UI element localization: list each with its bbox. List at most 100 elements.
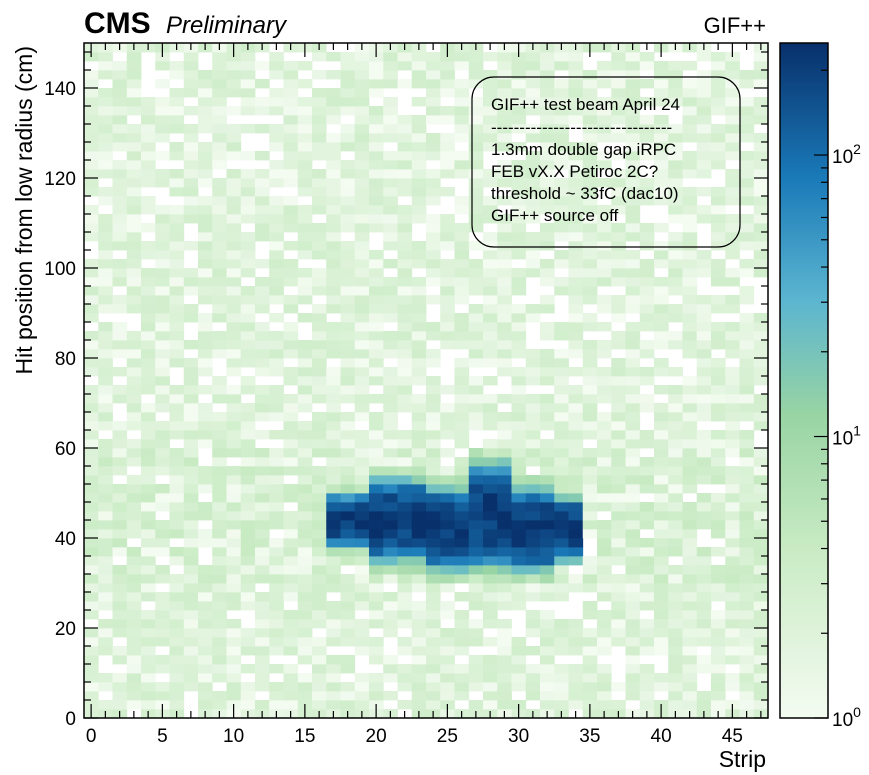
heatmap-cell <box>169 187 185 197</box>
heatmap-cell <box>240 340 256 350</box>
heatmap-cell <box>169 448 185 458</box>
heatmap-cell <box>297 115 313 125</box>
heatmap-cell <box>725 61 740 71</box>
heatmap-cell <box>696 547 712 557</box>
heatmap-cell <box>582 358 598 368</box>
x-tick-label: 40 <box>651 726 672 747</box>
heatmap-cell <box>255 232 270 242</box>
heatmap-cell <box>639 115 655 125</box>
heatmap-cell <box>312 421 327 431</box>
heatmap-cell <box>611 484 626 494</box>
heatmap-cell <box>112 610 128 620</box>
heatmap-cell <box>126 682 142 692</box>
heatmap-cell <box>454 430 470 440</box>
heatmap-cell <box>212 520 227 530</box>
heatmap-cell <box>141 268 156 278</box>
heatmap-cell <box>169 124 185 134</box>
heatmap-cell <box>468 304 484 314</box>
heatmap-cell <box>597 673 612 683</box>
heatmap-cell <box>668 637 683 647</box>
heatmap-cell <box>568 295 584 305</box>
heatmap-cell <box>739 655 755 665</box>
heatmap-cell <box>711 241 726 251</box>
heatmap-cell <box>183 475 199 485</box>
heatmap-cell <box>283 196 299 206</box>
heatmap-cell <box>426 277 441 287</box>
heatmap-cell <box>312 511 327 521</box>
heatmap-cell <box>540 124 555 134</box>
heatmap-cell <box>711 457 726 467</box>
heatmap-cell <box>155 466 170 476</box>
heatmap-cell <box>554 160 569 170</box>
heatmap-cell <box>397 592 413 602</box>
heatmap-cell <box>198 331 213 341</box>
heatmap-cell <box>582 70 598 80</box>
heatmap-cell <box>497 529 512 539</box>
heatmap-cell <box>383 187 398 197</box>
heatmap-cell <box>312 484 327 494</box>
heatmap-cell <box>198 196 213 206</box>
heatmap-cell <box>696 466 712 476</box>
heatmap-cell <box>582 151 598 161</box>
heatmap-cell <box>212 376 227 386</box>
heatmap-cell <box>169 421 185 431</box>
annotation-separator: -------------------------------- <box>491 118 672 137</box>
heatmap-cell <box>468 79 484 89</box>
heatmap-cell <box>169 610 185 620</box>
heatmap-cell <box>483 421 498 431</box>
heatmap-cell <box>283 511 299 521</box>
heatmap-cell <box>696 430 712 440</box>
heatmap-cell <box>312 187 327 197</box>
heatmap-cell <box>369 187 384 197</box>
heatmap-cell <box>725 556 740 566</box>
heatmap-cell <box>511 457 527 467</box>
heatmap-cell <box>297 547 313 557</box>
heatmap-cell <box>354 430 370 440</box>
heatmap-cell <box>668 502 683 512</box>
heatmap-cell <box>497 439 512 449</box>
heatmap-cell <box>226 196 242 206</box>
heatmap-cell <box>397 286 413 296</box>
heatmap-cell <box>112 592 128 602</box>
heatmap-cell <box>297 178 313 188</box>
heatmap-cell <box>454 232 470 242</box>
heatmap-cell <box>169 178 185 188</box>
heatmap-cell <box>468 286 484 296</box>
heatmap-cell <box>426 682 441 692</box>
heatmap-cell <box>183 340 199 350</box>
heatmap-cell <box>198 340 213 350</box>
colorbar-tick-label: 100 <box>832 704 861 731</box>
heatmap-cell <box>297 691 313 701</box>
heatmap-cell <box>183 160 199 170</box>
heatmap-cell <box>511 115 527 125</box>
heatmap-cell <box>711 619 726 629</box>
heatmap-cell <box>84 421 99 431</box>
heatmap-cell <box>568 529 584 539</box>
heatmap-cell <box>212 592 227 602</box>
heatmap-cell <box>383 493 398 503</box>
heatmap-cell <box>141 493 156 503</box>
heatmap-cell <box>340 511 356 521</box>
heatmap-cell <box>212 385 227 395</box>
heatmap-cell <box>483 142 498 152</box>
heatmap-cell <box>525 358 541 368</box>
heatmap-cell <box>753 223 769 233</box>
heatmap-cell <box>84 583 99 593</box>
heatmap-cell <box>126 367 142 377</box>
heatmap-cell <box>454 160 470 170</box>
heatmap-cell <box>597 295 612 305</box>
heatmap-cell <box>411 304 427 314</box>
heatmap-cell <box>725 394 740 404</box>
heatmap-cell <box>554 367 569 377</box>
heatmap-cell <box>183 241 199 251</box>
heatmap-cell <box>255 547 270 557</box>
heatmap-cell <box>84 340 99 350</box>
heatmap-cell <box>340 52 356 62</box>
heatmap-cell <box>297 646 313 656</box>
heatmap-cell <box>497 196 512 206</box>
heatmap-cell <box>725 412 740 422</box>
heatmap-cell <box>312 565 327 575</box>
heatmap-cell <box>126 52 142 62</box>
heatmap-cell <box>269 592 284 602</box>
heatmap-cell <box>141 511 156 521</box>
